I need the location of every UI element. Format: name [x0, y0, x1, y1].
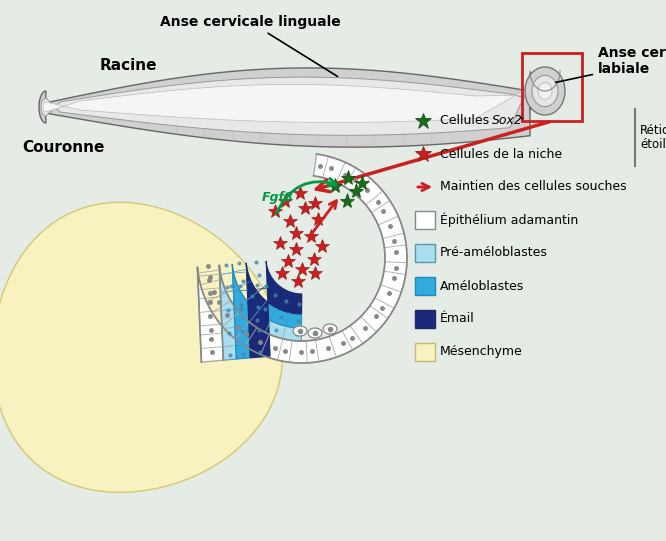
Text: Racine: Racine — [100, 58, 157, 74]
Text: Épithélium adamantin: Épithélium adamantin — [440, 213, 578, 227]
Ellipse shape — [293, 326, 307, 336]
Polygon shape — [532, 75, 558, 107]
Polygon shape — [538, 83, 552, 100]
Text: Anse cervicale
labiale: Anse cervicale labiale — [555, 46, 666, 82]
Text: Émail: Émail — [440, 313, 475, 326]
Text: ⁺: ⁺ — [518, 116, 524, 126]
Polygon shape — [43, 84, 532, 122]
Bar — [415, 211, 435, 229]
Bar — [415, 244, 435, 262]
Polygon shape — [39, 68, 548, 147]
Polygon shape — [525, 67, 565, 115]
Text: Fgf8: Fgf8 — [262, 191, 294, 204]
Text: Cellules de la niche: Cellules de la niche — [440, 148, 562, 161]
Polygon shape — [219, 264, 302, 360]
Text: Réticulum
étoilé: Réticulum étoilé — [640, 123, 666, 151]
Bar — [522, 53, 582, 121]
Text: Améloblastes: Améloblastes — [440, 280, 524, 293]
Polygon shape — [197, 154, 407, 363]
Polygon shape — [41, 77, 538, 135]
Text: Couronne: Couronne — [22, 141, 105, 155]
Bar — [415, 310, 435, 328]
Ellipse shape — [308, 328, 322, 338]
Text: Cellules: Cellules — [440, 115, 493, 128]
Polygon shape — [0, 202, 282, 492]
Polygon shape — [246, 261, 302, 358]
Bar — [415, 343, 435, 361]
Ellipse shape — [323, 324, 337, 334]
Text: Anse cervicale linguale: Anse cervicale linguale — [160, 15, 340, 76]
Text: Maintien des cellules souches: Maintien des cellules souches — [440, 181, 627, 194]
Text: Pré-améloblastes: Pré-améloblastes — [440, 247, 548, 260]
Text: Mésenchyme: Mésenchyme — [440, 346, 523, 359]
Text: Sox2: Sox2 — [492, 115, 523, 128]
Bar — [415, 277, 435, 295]
Polygon shape — [232, 263, 302, 359]
